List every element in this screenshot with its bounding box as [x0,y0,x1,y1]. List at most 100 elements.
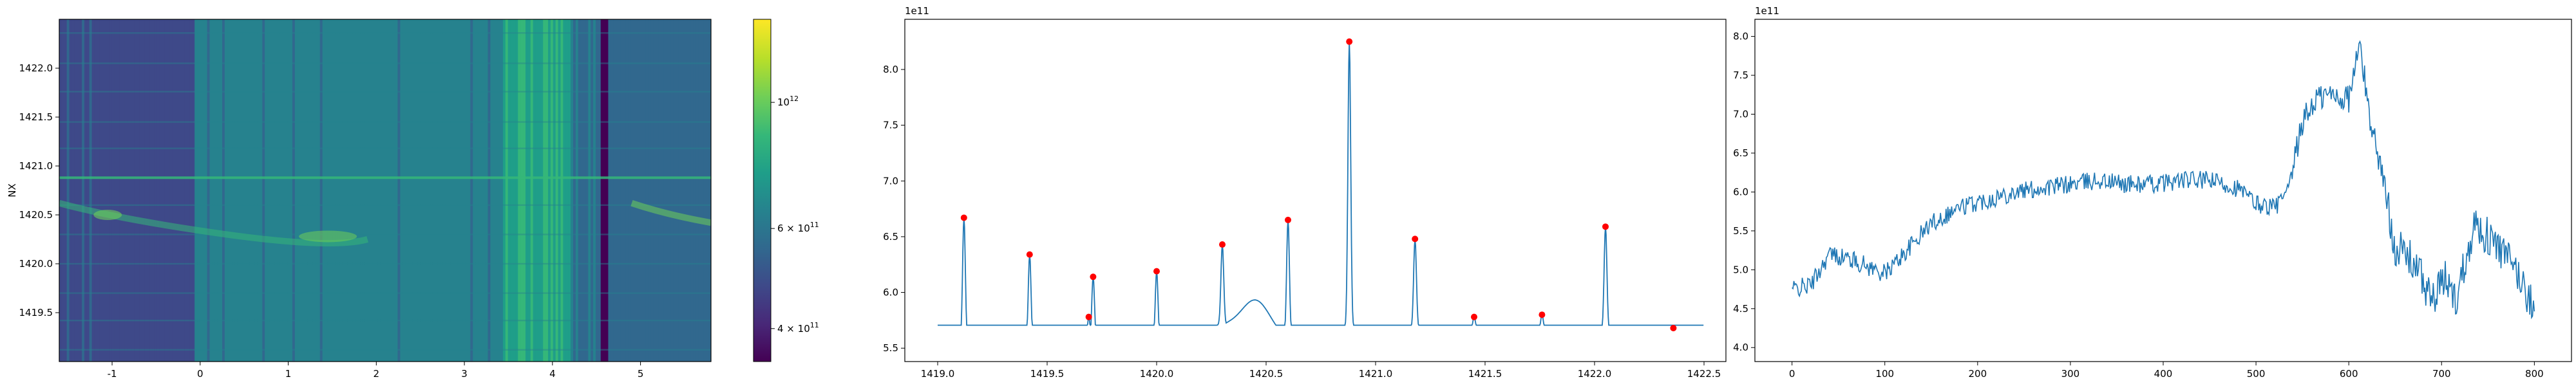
heatmap-ylabel: NX [6,183,18,198]
heatmap-column [450,19,453,362]
heatmap-column [274,19,278,362]
heatmap-column [199,19,203,362]
heatmap-column [79,19,82,362]
heatmap-column [332,19,336,362]
colorbar-tick-label: 1012 [777,95,799,108]
heatmap-column [460,19,464,362]
heatmap-column [527,19,531,362]
heatmap-band [59,292,711,294]
heatmap-column [269,19,273,362]
heatmap-column [175,19,178,362]
heatmap-xtick-label: 0 [197,368,204,380]
heatmap-column [402,19,406,362]
heatmap-column [698,19,702,362]
colorbar-tick-mantissa: 6 × 10 [777,223,810,234]
heatmap-column [194,19,198,362]
heatmap-column [127,19,130,362]
heatmap-column [507,19,511,362]
heatmap-ytick-label: 1421.5 [19,111,53,123]
index-ytick-label: 4.0 [1733,342,1748,353]
index-xtick-label: 700 [2432,368,2451,380]
heatmap-column [134,19,138,362]
heatmap-column [242,19,245,362]
heatmap-column [490,19,493,362]
heatmap-column [99,19,102,362]
heatmap-column [137,19,140,362]
heatmap-column [385,19,388,362]
heatmap-column [611,19,614,362]
index-xtick-label: 400 [2154,368,2173,380]
heatmap-column [515,19,518,362]
peak-marker [1539,311,1546,318]
heatmap-column [645,19,649,362]
heatmap-column [217,19,220,362]
heatmap-column [172,19,175,362]
heatmap-xtick-label: -1 [108,368,117,380]
index-ytick-label: 7.5 [1733,69,1748,81]
heatmap-column [106,19,110,362]
heatmap-column [605,19,609,362]
heatmap-column [350,19,353,362]
heatmap-column [337,19,341,362]
heatmap-band [59,121,711,123]
heatmap-column [240,19,243,362]
colorbar-tick-mantissa: 10 [777,96,790,108]
index-ytick-label: 4.5 [1733,303,1748,315]
heatmap-band [59,262,711,265]
peak-marker [1090,273,1097,280]
heatmap-column [234,19,238,362]
heatmap-column [249,19,253,362]
heatmap-column [124,19,128,362]
heatmap-column [387,19,391,362]
heatmap-column [482,19,486,362]
index-offset-label: 1e11 [1755,5,1779,17]
heatmap-column [580,19,584,362]
index-xtick-label: 0 [1789,368,1795,380]
heatmap-column [415,19,419,362]
index-xtick-label: 100 [1875,368,1894,380]
heatmap-blob [93,210,122,220]
heatmap-column [540,19,544,362]
heatmap-column [502,19,506,362]
heatmap-column [457,19,461,362]
peaks-ytick-label: 8.0 [883,64,898,75]
heatmap-column [395,19,399,362]
heatmap-column [495,19,498,362]
peaks-offset-label: 1e11 [905,5,929,17]
index-y-ticks: 4.0 4.5 5.0 5.5 6.0 6.5 7.0 7.5 8.0 [1733,31,1755,353]
heatmap-column [272,19,276,362]
heatmap-column [585,19,589,362]
index-xtick-label: 200 [1968,368,1987,380]
heatmap-column [498,19,501,362]
heatmap-column [66,19,70,362]
heatmap-column [405,19,408,362]
heatmap-ridge [630,200,711,226]
heatmap-column [247,19,251,362]
heatmap-column [686,19,689,362]
heatmap-column [144,19,147,362]
peak-marker [1153,268,1160,275]
heatmap-column [678,19,681,362]
heatmap-column [568,19,571,362]
heatmap-column [583,19,586,362]
heatmap-column [470,19,473,362]
heatmap-band [59,204,711,206]
heatmap-band [59,91,711,93]
heatmap-column [365,19,368,362]
heatmap-column [520,19,524,362]
heatmap-column [550,19,554,362]
heatmap-column [182,19,185,362]
heatmap-column [94,19,97,362]
heatmap-ytick-label: 1421.0 [19,160,53,172]
heatmap-column [623,19,627,362]
peaks-ytick-label: 6.0 [883,287,898,299]
heatmap-column [708,19,711,362]
heatmap-column [287,19,290,362]
heatmap-column [603,19,607,362]
heatmap-column [598,19,601,362]
peaks-xtick-label: 1420.0 [1140,368,1174,380]
heatmap-column [267,19,270,362]
heatmap-column [600,19,604,362]
colorbar-tick-mantissa: 4 × 10 [777,323,810,335]
